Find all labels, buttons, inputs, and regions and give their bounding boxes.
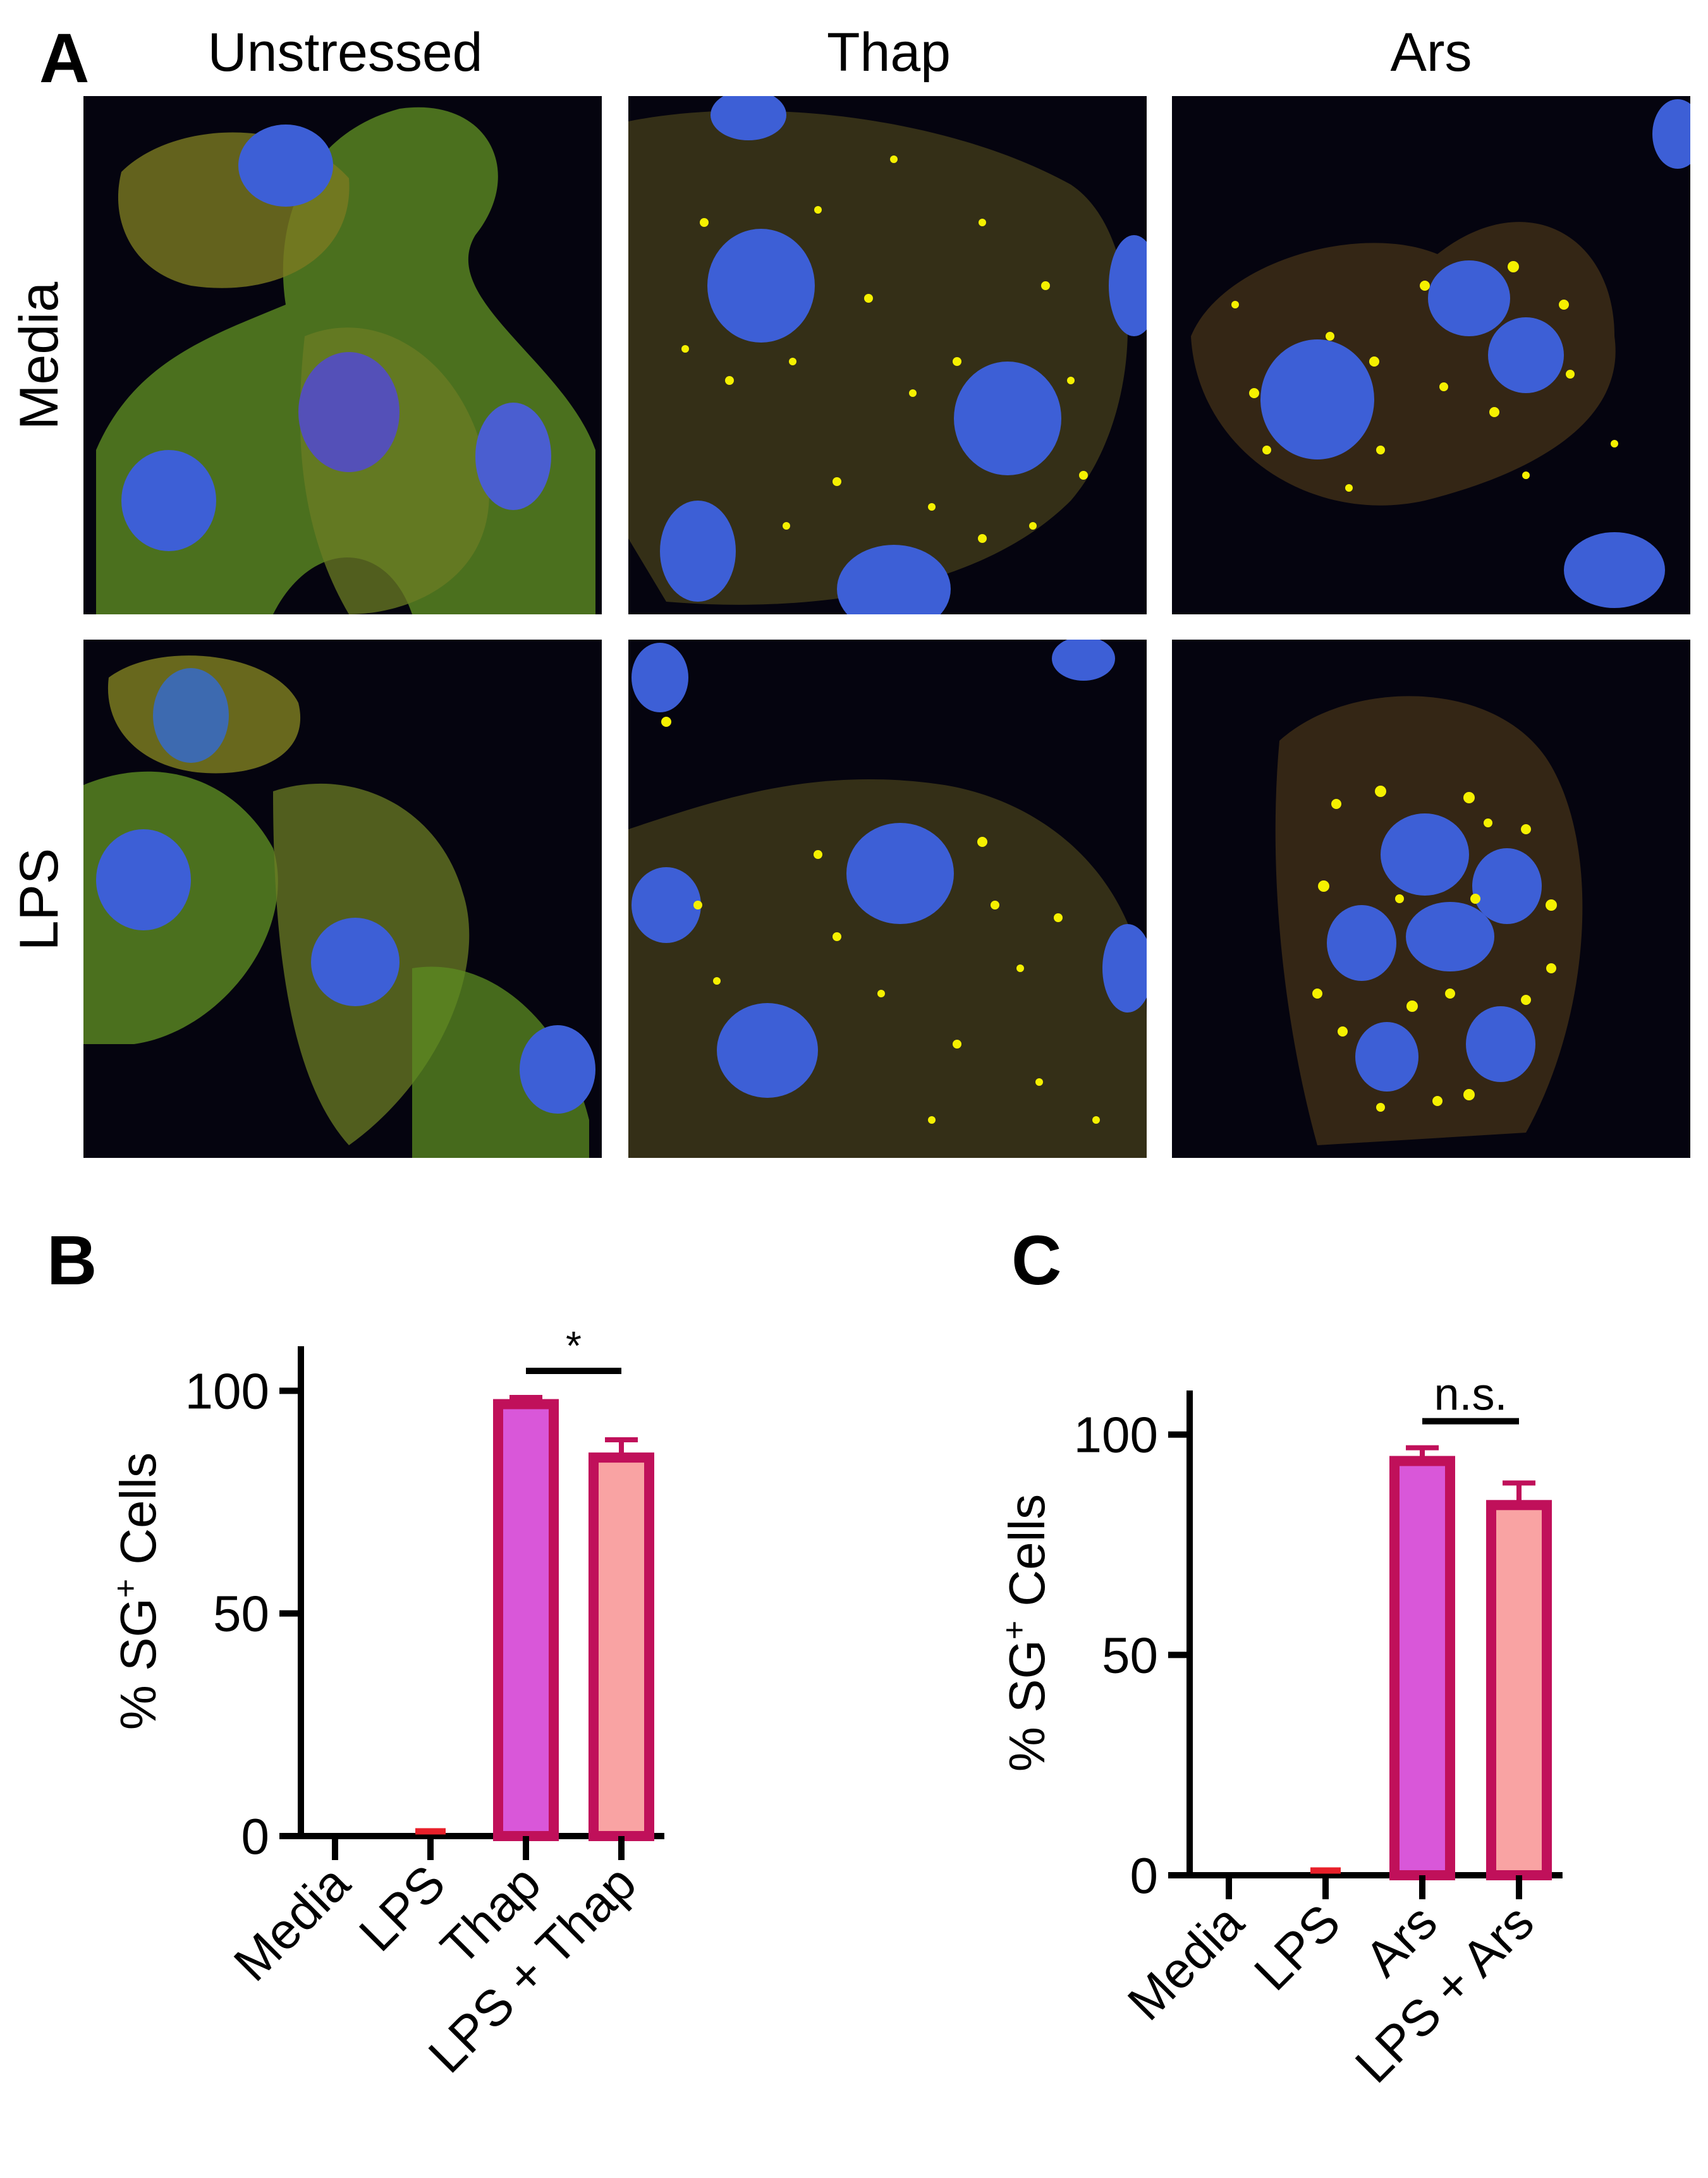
x-tick-label: LPS bbox=[1243, 1894, 1351, 2001]
y-tick-label: 0 bbox=[1130, 1847, 1159, 1904]
panel-a-letter: A bbox=[39, 20, 90, 97]
micrograph-lps-ars bbox=[1172, 640, 1690, 1158]
y-tick-label: 100 bbox=[185, 1363, 269, 1419]
column-header-ars: Ars bbox=[1390, 22, 1472, 83]
panel-c-letter: C bbox=[1011, 1222, 1062, 1299]
micrograph-lps-thap bbox=[628, 640, 1147, 1158]
micrograph-lps-unstressed bbox=[83, 640, 602, 1158]
y-axis-label: % SG+ Cells bbox=[996, 1494, 1055, 1772]
significance-label: n.s. bbox=[1434, 1370, 1507, 1420]
column-header-thap: Thap bbox=[826, 22, 951, 83]
bar bbox=[1389, 1456, 1455, 1880]
row-header-media: Media bbox=[9, 281, 70, 430]
x-tick-label: Media bbox=[223, 1854, 360, 1992]
row-header-lps: LPS bbox=[9, 848, 70, 951]
y-tick-label: 100 bbox=[1074, 1407, 1158, 1463]
bar bbox=[493, 1399, 559, 1842]
x-tick-label: LPS + Ars bbox=[1345, 1894, 1544, 2093]
y-tick-label: 50 bbox=[213, 1586, 269, 1642]
bar bbox=[1486, 1500, 1552, 1881]
micrograph-media-unstressed bbox=[83, 96, 602, 614]
panel-b-letter: B bbox=[47, 1222, 97, 1299]
significance-label: * bbox=[566, 1323, 582, 1368]
micrograph-media-ars bbox=[1172, 96, 1690, 614]
y-axis-label: % SG+ Cells bbox=[107, 1452, 166, 1730]
x-tick-label: Media bbox=[1117, 1894, 1254, 2031]
bar bbox=[589, 1452, 654, 1842]
column-header-unstressed: Unstressed bbox=[207, 22, 483, 83]
y-tick-label: 50 bbox=[1102, 1627, 1158, 1683]
y-tick-label: 0 bbox=[241, 1808, 270, 1865]
micrograph-media-thap bbox=[628, 96, 1147, 614]
